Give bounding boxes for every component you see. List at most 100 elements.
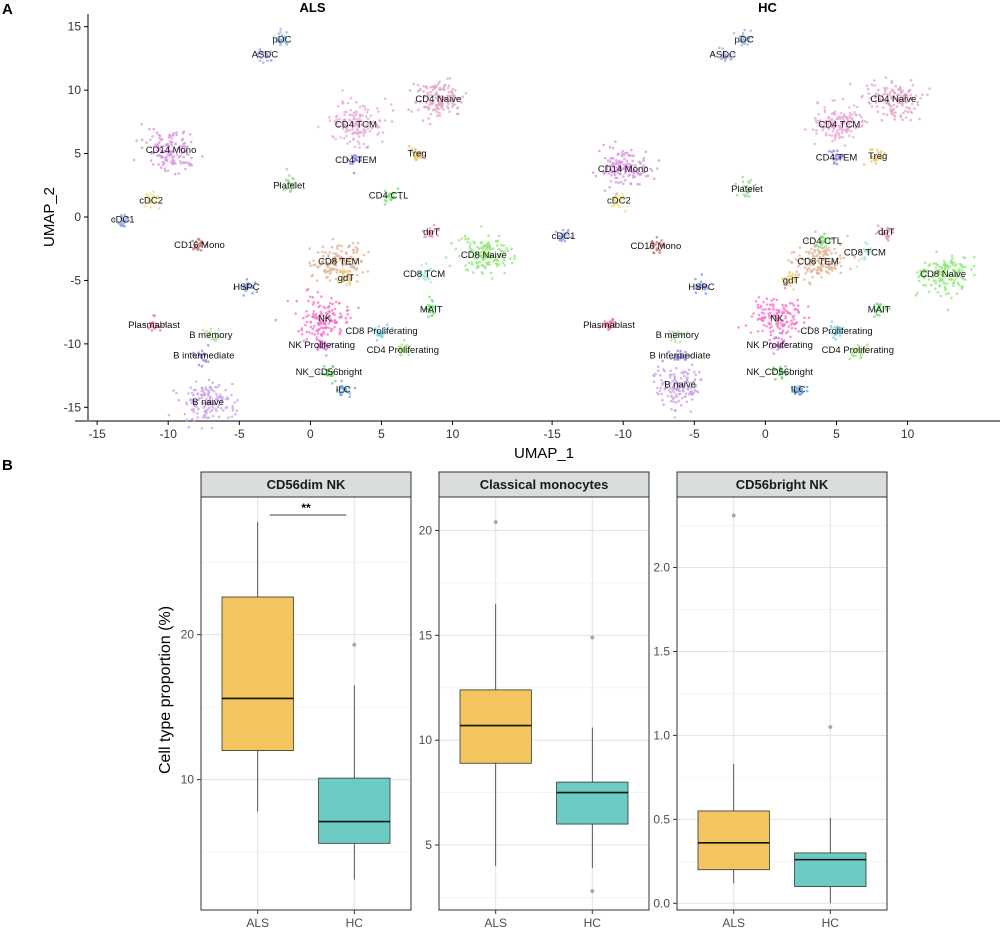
umap-point: [155, 131, 159, 134]
umap-cluster-cd16-mono: [191, 237, 208, 252]
umap-point: [490, 277, 494, 280]
umap-point: [774, 368, 777, 372]
umap-point: [658, 389, 662, 393]
umap-point: [458, 254, 461, 258]
umap-point: [321, 330, 325, 334]
umap-point: [308, 295, 312, 299]
umap-point: [833, 161, 836, 164]
umap-point: [454, 89, 457, 92]
umap-point: [285, 41, 288, 45]
umap-point: [620, 154, 624, 158]
umap-point: [870, 105, 874, 108]
umap-point: [900, 95, 903, 98]
umap-point: [806, 238, 809, 242]
umap-point: [804, 272, 807, 275]
umap-point: [843, 119, 846, 123]
y-tick-label: 20: [419, 524, 433, 538]
umap-point: [471, 249, 474, 252]
umap-point: [510, 261, 514, 265]
x-tick-label: HC: [584, 916, 602, 929]
umap-point: [193, 401, 197, 405]
umap-point: [354, 113, 358, 116]
umap-point: [454, 103, 457, 106]
umap-x-tick-label: -10: [160, 427, 178, 441]
umap-cluster-dnt: [875, 224, 895, 242]
umap-point: [417, 108, 420, 112]
umap-point: [235, 409, 238, 413]
umap-point: [220, 400, 223, 404]
umap-point: [833, 99, 836, 102]
umap-point: [351, 127, 354, 131]
panel-border: [200, 496, 412, 911]
umap-point: [848, 357, 852, 361]
umap-point: [774, 336, 778, 339]
umap-point: [165, 158, 169, 162]
umap-point: [158, 134, 162, 138]
y-tick-label: 1.0: [653, 728, 670, 742]
umap-point: [345, 309, 349, 312]
umap-point: [898, 85, 902, 89]
umap-point: [879, 303, 882, 307]
umap-point: [732, 52, 736, 55]
umap-point: [334, 379, 337, 383]
umap-point: [752, 187, 756, 190]
umap-point: [190, 417, 194, 421]
umap-point: [938, 269, 941, 273]
umap-point: [361, 104, 365, 108]
umap-point: [311, 327, 315, 331]
umap-point: [834, 251, 837, 255]
umap-point: [614, 180, 618, 184]
umap-point: [865, 84, 869, 88]
umap-point: [355, 273, 359, 277]
umap-point: [781, 329, 785, 333]
umap-point: [839, 243, 842, 246]
umap-point: [675, 355, 678, 358]
umap-point: [934, 279, 938, 283]
umap-point: [631, 159, 635, 163]
umap-point: [330, 308, 334, 312]
umap-point: [429, 100, 433, 103]
umap-point: [652, 373, 655, 377]
umap-point: [812, 261, 815, 264]
umap-point: [343, 259, 347, 263]
umap-point: [847, 127, 850, 130]
umap-point: [884, 231, 888, 235]
umap-point: [333, 307, 337, 311]
umap-point: [354, 156, 357, 160]
umap-point: [614, 197, 617, 201]
umap-point: [771, 329, 775, 333]
umap-point: [644, 150, 648, 153]
umap-point: [839, 135, 842, 139]
umap-point: [781, 319, 785, 322]
umap-point: [775, 298, 779, 302]
umap-point: [659, 373, 662, 377]
umap-point: [790, 386, 794, 389]
umap-point: [262, 61, 265, 64]
umap-point: [272, 36, 276, 39]
umap-point: [772, 366, 775, 370]
umap-point: [354, 154, 357, 157]
umap-point: [447, 107, 450, 110]
umap-point: [203, 414, 207, 418]
umap-point: [340, 393, 343, 397]
umap-point: [383, 119, 387, 122]
umap-point: [140, 146, 144, 149]
umap-point: [887, 230, 891, 233]
umap-point: [330, 245, 334, 249]
umap-point: [236, 399, 239, 402]
umap-point: [300, 328, 304, 332]
umap-point: [934, 262, 938, 265]
umap-point: [182, 155, 185, 159]
umap-point: [357, 118, 361, 122]
umap-point: [908, 97, 911, 101]
umap-point: [446, 86, 450, 90]
umap-point: [624, 210, 627, 213]
umap-point: [827, 133, 831, 137]
umap-point: [836, 117, 840, 120]
umap-point: [435, 91, 438, 94]
umap-point: [171, 158, 174, 162]
umap-cluster-cd8-naive: [914, 250, 976, 312]
umap-point: [673, 382, 676, 386]
umap-point: [418, 271, 422, 275]
umap-point: [671, 380, 674, 383]
